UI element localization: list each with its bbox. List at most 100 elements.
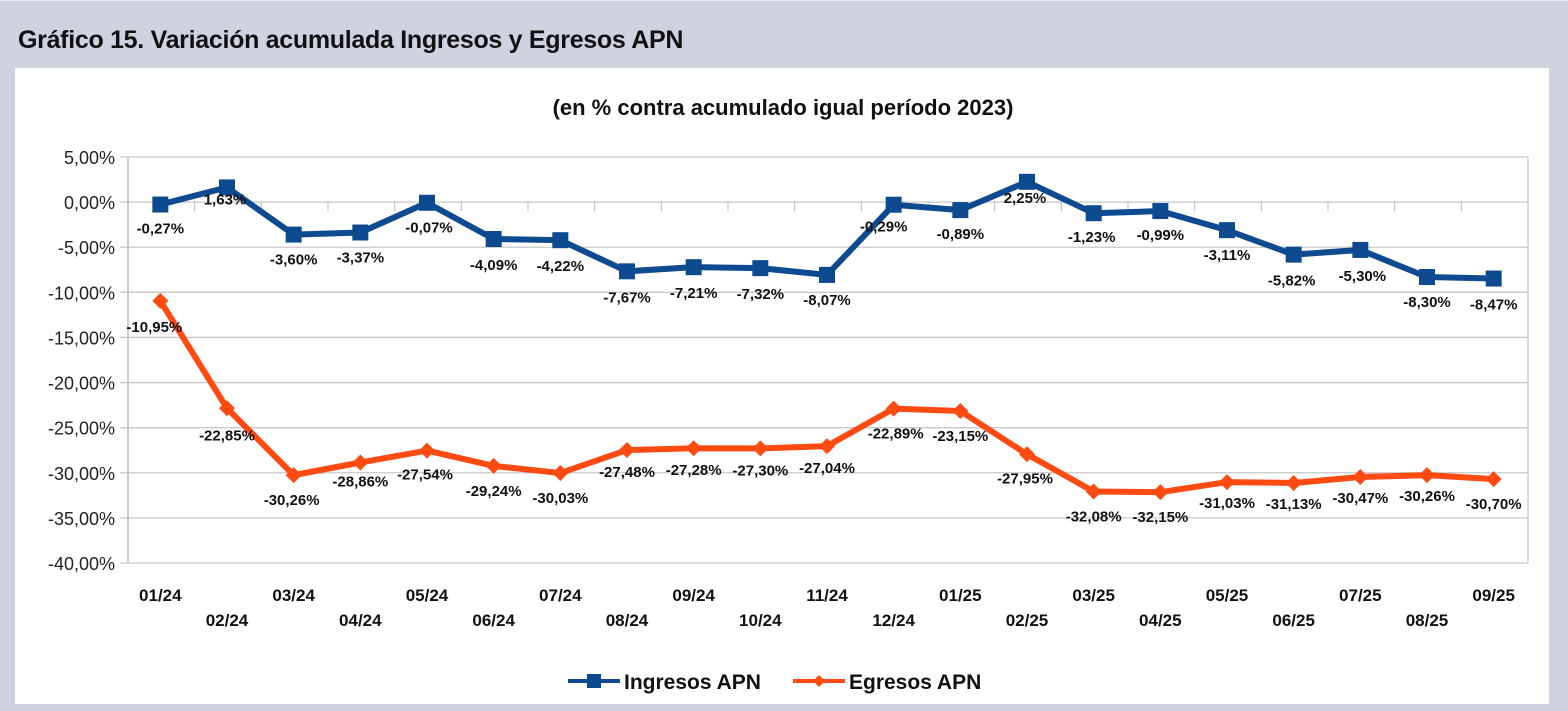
data-point-egresos: [752, 440, 769, 457]
y-tick-label: -30,00%: [48, 464, 115, 484]
data-point-egresos: [1352, 469, 1369, 486]
data-label-ingresos: -0,89%: [937, 226, 985, 243]
data-point-ingresos: [885, 196, 902, 213]
data-point-ingresos: [219, 179, 235, 196]
chart-panel: [15, 68, 1549, 704]
legend-diamond-icon: [813, 675, 825, 687]
data-label-ingresos: -4,22%: [537, 258, 585, 275]
data-label-ingresos: -7,67%: [603, 289, 651, 306]
data-point-egresos: [952, 402, 969, 419]
data-label-ingresos: -8,30%: [1403, 294, 1451, 311]
data-point-egresos: [1419, 467, 1435, 484]
data-label-egresos: -31,03%: [1199, 495, 1255, 512]
data-point-egresos: [1152, 484, 1169, 501]
data-point-egresos: [1219, 474, 1235, 491]
x-axis: 01/24 02/24 03/24 04/24 05/24 06/24 07/24 08/24…: [139, 586, 1515, 630]
data-label-egresos: -29,24%: [466, 483, 522, 500]
data-point-ingresos: [1152, 203, 1169, 220]
data-label-egresos: -30,47%: [1332, 490, 1388, 507]
y-tick-label: -35,00%: [48, 509, 115, 529]
legend-label-egresos: Egresos APN: [849, 671, 981, 694]
data-label-egresos: -27,28%: [666, 462, 722, 479]
data-point-ingresos: [419, 194, 435, 211]
data-point-ingresos: [819, 266, 835, 283]
x-tick-label: 07/24: [539, 586, 582, 605]
data-label-ingresos: -0,07%: [405, 220, 453, 237]
data-label-egresos: -27,95%: [997, 470, 1053, 487]
x-tick-label: 05/25: [1206, 586, 1249, 605]
data-point-ingresos: [485, 231, 502, 248]
data-label-egresos: -27,04%: [799, 460, 855, 477]
x-tick-label: 03/24: [272, 586, 315, 605]
data-label-ingresos: -3,60%: [270, 252, 318, 269]
x-tick-label: 07/25: [1339, 586, 1382, 605]
y-tick-label: 5,00%: [64, 148, 115, 168]
data-label-egresos: -30,26%: [264, 492, 320, 509]
legend: Ingresos APN Egresos APN: [568, 671, 981, 694]
data-point-egresos: [619, 442, 635, 459]
data-point-ingresos: [552, 232, 569, 249]
data-label-egresos: -22,85%: [199, 427, 255, 444]
gridlines: [120, 156, 1529, 564]
data-label-ingresos: 2,25%: [1004, 190, 1047, 207]
data-label-ingresos: -7,32%: [737, 286, 785, 303]
x-tick-label: 06/25: [1272, 611, 1315, 630]
data-point-ingresos: [685, 259, 702, 276]
data-label-ingresos: -0,29%: [860, 219, 908, 236]
data-label-egresos: -23,15%: [932, 428, 988, 445]
data-label-ingresos: -7,21%: [670, 285, 718, 302]
chart-heading: Gráfico 15. Variación acumulada Ingresos…: [18, 26, 684, 54]
y-tick-label: 0,00%: [64, 193, 115, 213]
data-label-ingresos: -1,23%: [1068, 229, 1116, 246]
top-border: [0, 0, 1568, 1]
x-tick-label: 09/24: [672, 586, 715, 605]
x-tick-label: 02/25: [1006, 611, 1049, 630]
data-label-egresos: -30,70%: [1466, 496, 1522, 513]
data-label-egresos: -32,15%: [1132, 509, 1188, 526]
x-tick-label: 08/24: [606, 611, 649, 630]
x-tick-label: 09/25: [1472, 586, 1515, 605]
data-point-ingresos: [619, 263, 635, 280]
y-tick-label: -40,00%: [48, 554, 115, 574]
x-tick-label: 10/24: [739, 611, 782, 630]
data-point-egresos: [419, 442, 435, 459]
data-labels: -0,27% 1,63% -3,60% -3,37% -0,07% -4,09% -4,22…: [126, 190, 1521, 526]
data-point-ingresos: [1485, 270, 1502, 287]
y-tick-label: -5,00%: [58, 238, 115, 258]
y-tick-label: -15,00%: [48, 328, 115, 348]
x-tick-label: 04/25: [1139, 611, 1182, 630]
data-point-ingresos: [1352, 241, 1369, 258]
data-label-ingresos: -3,37%: [337, 250, 385, 267]
legend-label-ingresos: Ingresos APN: [624, 671, 761, 694]
data-label-ingresos: -5,82%: [1268, 273, 1316, 290]
data-label-egresos: -32,08%: [1066, 509, 1122, 526]
chart-subtitle: (en % contra acumulado igual período 202…: [553, 95, 1014, 120]
data-point-egresos: [819, 438, 835, 455]
data-point-egresos: [1019, 446, 1035, 463]
y-tick-label: -20,00%: [48, 374, 115, 394]
x-tick-label: 12/24: [872, 611, 915, 630]
data-point-egresos: [485, 457, 502, 474]
data-point-egresos: [1085, 483, 1102, 500]
x-tick-label: 11/24: [806, 586, 848, 605]
data-label-ingresos: 1,63%: [204, 191, 247, 208]
x-tick-label: 04/24: [339, 611, 382, 630]
data-label-egresos: -10,95%: [126, 319, 182, 336]
data-point-egresos: [885, 400, 902, 417]
data-label-egresos: -31,13%: [1266, 496, 1322, 513]
data-point-ingresos: [952, 202, 969, 219]
data-label-ingresos: -0,99%: [1137, 227, 1185, 244]
data-point-ingresos: [1019, 173, 1035, 190]
data-label-egresos: -22,89%: [868, 426, 924, 443]
y-tick-label: -25,00%: [48, 419, 115, 439]
data-point-ingresos: [752, 260, 769, 277]
data-point-ingresos: [352, 224, 369, 241]
data-label-egresos: -30,26%: [1399, 488, 1455, 505]
data-point-ingresos: [1085, 205, 1102, 222]
data-point-ingresos: [1285, 246, 1302, 263]
y-axis: 5,00% 0,00% -5,00% -10,00% -15,00% -20,00% -25…: [48, 148, 115, 574]
data-label-egresos: -30,03%: [532, 490, 588, 507]
x-tick-label: 02/24: [206, 611, 249, 630]
data-point-ingresos: [1419, 268, 1435, 285]
